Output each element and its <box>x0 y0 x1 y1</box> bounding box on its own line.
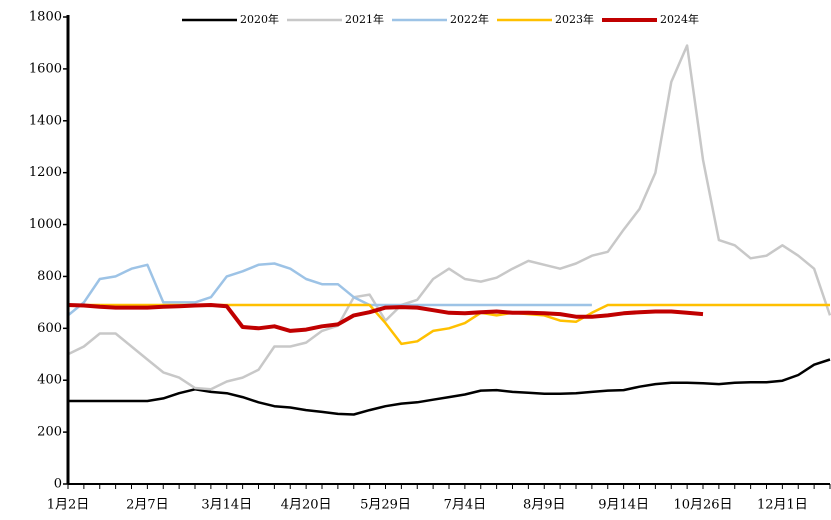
series-line <box>68 358 831 416</box>
y-tick-label: 400 <box>37 373 62 388</box>
legend-label: 2022年 <box>450 12 489 26</box>
y-tick-label: 1000 <box>29 217 62 232</box>
legend-label: 2021年 <box>345 12 384 26</box>
legend-label: 2024年 <box>660 12 699 26</box>
x-tick-label: 5月29日 <box>360 498 411 513</box>
x-tick-label: 2月7日 <box>126 498 169 513</box>
legend-label: 2023年 <box>555 12 594 26</box>
x-tick-label: 4月20日 <box>281 498 332 513</box>
y-tick-label: 0 <box>54 477 62 492</box>
x-tick-label: 8月9日 <box>523 498 566 513</box>
y-tick-label: 1200 <box>29 165 62 180</box>
x-tick-label: 12月1日 <box>757 498 808 513</box>
x-tick-label: 1月2日 <box>47 498 90 513</box>
x-tick-label: 9月14日 <box>598 498 649 513</box>
y-tick-label: 200 <box>37 425 62 440</box>
legend-label: 2020年 <box>240 12 279 26</box>
x-tick-label: 3月14日 <box>201 498 252 513</box>
y-tick-label: 600 <box>37 321 62 336</box>
y-tick-label: 1800 <box>29 10 62 25</box>
x-tick-label: 7月4日 <box>444 498 487 513</box>
y-tick-label: 1400 <box>29 113 62 128</box>
y-tick-label: 800 <box>37 269 62 284</box>
series-line <box>67 44 831 391</box>
x-tick-label: 10月26日 <box>673 498 732 513</box>
series-line <box>67 303 704 333</box>
y-tick-label: 1600 <box>29 61 62 76</box>
series-line <box>67 262 592 317</box>
